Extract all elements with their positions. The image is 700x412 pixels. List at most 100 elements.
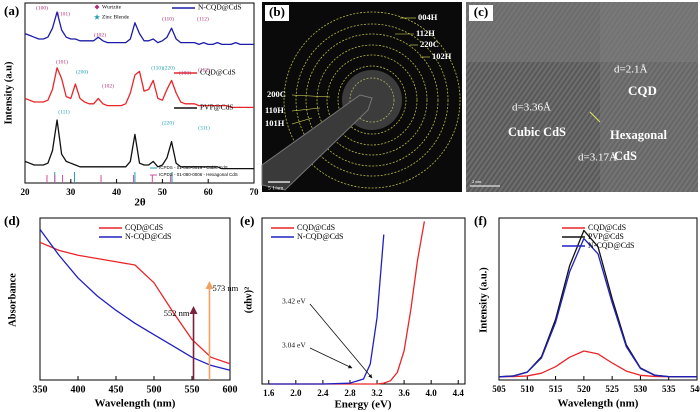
x-axis-label: 2θ [134,197,146,209]
panel-label-box [265,5,289,21]
annotation: (111) [58,108,70,115]
panel-label: (f) [474,213,487,228]
annotation: (112) [198,66,210,73]
x-axis-label: Energy (eV) [334,399,391,411]
hrtem-annotation: d=2.1Å [614,64,647,76]
chart-panel: 505 510 515 520 525 530 535 540 Wavelength (nm) I… [474,213,700,410]
x-tick-label: 4.4 [453,388,465,398]
annotation: (102) [94,31,106,38]
diffraction-rings [283,11,461,189]
ring-label: 112H [416,28,435,38]
hrtem-shade [466,2,698,62]
chart-panel: 1.6 2.0 2.4 2.8 3.2 3.6 4.0 4.4 Energy (eV) (αhν)… [240,213,466,411]
x-tick-label: 530 [634,384,648,394]
x-tick-label: 400 [71,384,86,395]
reference-legend-label: ICPDS - 01-080-0019 - Cubic CdS [159,165,228,170]
phase-legend-label: Zinc Blende [102,14,130,20]
legend-label: CQD@CdS [297,223,335,232]
legend-label: CQD@CdS [125,223,163,232]
x-tick-label: 60 [204,187,214,197]
x-tick-label: 550 [185,384,200,395]
legend-label: N-CQD@CdS [588,241,634,250]
panel-label: (a) [4,3,19,18]
legend-label: PVP@CdS [588,232,624,241]
y-axis-label: Absorbance [7,273,18,327]
hrtem-annotation: CdS [614,149,637,163]
annotation: 3.42 eV [282,297,306,306]
y-axis-label: Intensity (a.u) [3,61,14,125]
annotation-arrow [309,347,353,369]
scale-bar-label: 2 nm [472,179,482,184]
x-tick-label: 600 [223,384,238,395]
x-axis-label: Wavelength (nm) [558,398,639,410]
x-tick-label: 3.2 [371,388,383,398]
x-tick-label: 525 [605,384,619,394]
hrtem-panel: d=2.1Å CQD d=3.36Å Cubic CdS Hexagonal C… [466,2,698,192]
x-tick-label: 535 [662,384,676,394]
series-line [498,350,697,378]
plot-frame [39,217,231,381]
annotation-arrow [309,303,373,379]
legend-label: N-CQD@CdS [198,3,242,12]
hrtem-annotation: Hexagonal [610,128,667,142]
x-tick-label: 50 [158,187,168,197]
annotation: (100) [36,4,48,11]
x-tick-label: 500 [147,384,162,395]
marker-label: 552 nm [164,308,190,318]
x-tick-label: 515 [549,384,563,394]
series-line [498,237,697,378]
panel-label: (d) [4,213,20,228]
y-axis-label: Intensity (a.u.) [478,267,489,333]
annotation: (200) [76,68,88,75]
hrtem-annotation: Cubic CdS [508,125,566,139]
x-axis-label: Wavelength (nm) [95,398,176,410]
saed-panel: 004H 112H 220C 102H 200C 110H 101H 5 1/n… [261,2,462,192]
y-axis-label: (αhν)² [243,287,254,314]
marker-label: 573 nm [212,283,238,293]
x-tick-label: 450 [109,384,124,395]
ring-leaders [291,17,430,125]
x-tick-label: 350 [33,384,48,395]
ring-label: 102H [432,51,452,61]
annotation: (220) [162,119,174,126]
reference-legend-label: ICPDS - 01-080-0006 - Hexagonal CdS [159,172,238,177]
legend-label: N-CQD@CdS [125,232,171,241]
hrtem-annotation: CQD [628,83,657,98]
annotation: 3.04 eV [282,341,306,350]
hrtem-shade [600,2,698,192]
legend-label: PVP@CdS [200,103,234,112]
x-tick-label: 70 [250,187,260,197]
annotation: (110) [162,15,174,22]
phase-symbol [94,14,100,20]
x-tick-label: 40 [112,187,122,197]
series-line [24,119,254,170]
phase-symbol [94,4,100,10]
beam-stopper [261,94,373,191]
x-tick-label: 2.8 [344,388,356,398]
annotation: (112) [197,15,209,22]
panel-label: (e) [240,213,254,228]
annotation: (103) [179,69,191,76]
annotation: (102) [102,82,114,89]
x-tick-label: 20 [21,187,31,197]
ring-label: 101H [265,118,285,128]
annotation: (101) [58,10,70,17]
legend-label: CQD@CdS [588,223,626,232]
annotation: (110)(220) [151,64,175,71]
x-tick-label: 505 [492,384,506,394]
hrtem-annotation: d=3.36Å [512,102,551,114]
x-tick-label: 520 [577,384,591,394]
series-line [498,229,697,378]
ring-label: 200C [267,89,286,99]
ring-label: 004H [418,12,438,22]
panel-label: (b) [269,4,285,19]
ring-label: 220C [420,39,439,49]
x-tick-label: 30 [66,187,76,197]
series-line [24,11,254,46]
phase-legend-label: Wurtzite [102,4,122,10]
series-line [39,241,231,365]
annotation: (311) [198,124,210,131]
chart-panel: 20 30 40 50 60 70 2θ Intensity (a.u) (a) ICPDS - … [3,2,260,209]
series-line [39,228,231,371]
